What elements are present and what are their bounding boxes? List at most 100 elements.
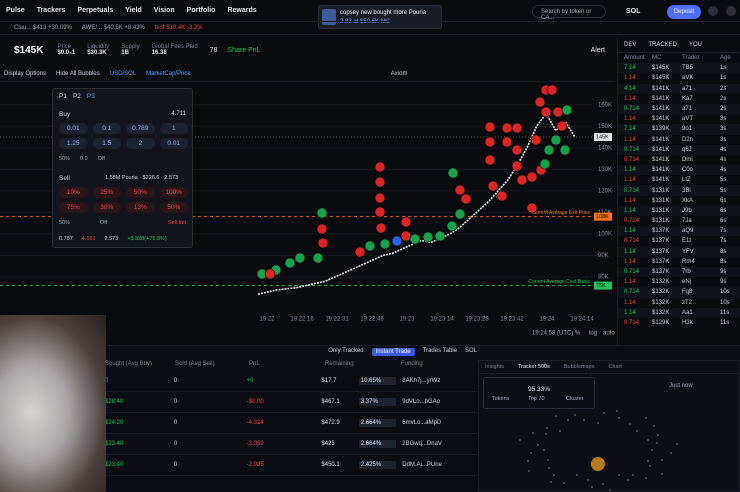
trade-bubble[interactable] (264, 268, 276, 280)
trade-bubble[interactable] (374, 192, 386, 204)
pos-button[interactable]: Trades Table (422, 348, 457, 354)
ticker-item[interactable]: test $10.4K -3.2% (154, 25, 203, 31)
tab[interactable]: YOU (689, 42, 703, 48)
amount-button[interactable]: 13% (126, 202, 155, 213)
amount-button[interactable]: 25% (92, 187, 121, 198)
icon[interactable] (708, 6, 718, 16)
icon[interactable] (726, 6, 736, 16)
insight-tab[interactable]: Tracker 500s (517, 364, 550, 370)
trade-bubble[interactable] (374, 161, 386, 173)
preset[interactable]: P1 (59, 93, 67, 100)
amount-button[interactable]: 50% (126, 187, 155, 198)
trade-bubble[interactable] (422, 231, 434, 243)
amount-button[interactable]: 100% (159, 187, 188, 198)
trade-bubble[interactable] (540, 106, 552, 118)
trade-bubble[interactable] (501, 122, 513, 134)
trade-bubble[interactable] (511, 160, 523, 172)
trade-bubble[interactable] (316, 223, 328, 235)
trade-bubble[interactable] (375, 222, 387, 234)
trade-bubble[interactable] (374, 206, 386, 218)
tab[interactable]: TRACKED (648, 42, 678, 48)
trade-bubble[interactable] (526, 202, 538, 214)
trade-bubble[interactable] (447, 167, 459, 179)
trade-bubble[interactable] (391, 235, 403, 247)
trade-bubble[interactable] (379, 238, 391, 250)
trade-bubble[interactable] (516, 174, 528, 186)
trade-bubble[interactable] (294, 252, 306, 264)
amount-button[interactable]: 0.1 (92, 123, 121, 134)
trade-bubble[interactable] (501, 136, 513, 148)
amount-button[interactable]: 10% (59, 187, 88, 198)
trade-bubble[interactable] (552, 106, 564, 118)
tab[interactable]: DEV (624, 42, 637, 48)
trade-bubble[interactable] (543, 144, 555, 156)
trade-bubble[interactable] (354, 246, 366, 258)
trade-bubble[interactable] (511, 144, 523, 156)
trade-bubble[interactable] (539, 158, 551, 170)
deposit[interactable]: Deposit (667, 5, 701, 19)
amount-button[interactable]: 30% (92, 202, 121, 213)
nav-item[interactable]: Portfolio (186, 6, 216, 14)
amount-button[interactable]: 2 (126, 138, 155, 149)
sell-init[interactable]: Sell Init (167, 220, 186, 226)
share-pnl[interactable]: Share PnL (227, 46, 261, 54)
trade-bubble[interactable] (364, 240, 376, 252)
trade-bubble[interactable] (511, 122, 523, 134)
amount-button[interactable]: 0.789 (126, 123, 155, 134)
amount-button[interactable]: 0.01 (159, 138, 188, 149)
trade-bubble[interactable] (316, 207, 328, 219)
insight-tab[interactable]: Insights (485, 364, 504, 370)
nav-item[interactable]: Rewards (227, 6, 257, 14)
trade-bubble[interactable] (409, 233, 421, 245)
alert[interactable]: Alert (590, 46, 605, 54)
trade-bubble[interactable] (556, 120, 568, 132)
trade-bubble[interactable] (550, 134, 562, 146)
notification[interactable]: copsey new bought more Pouria 2.83 at $5… (318, 5, 442, 29)
nav-item[interactable]: Trackers (36, 6, 66, 14)
toolbar-item[interactable]: Hide All Bubbles (56, 71, 100, 77)
trade-bubble[interactable] (400, 216, 412, 228)
nav-item[interactable]: Pulse (6, 6, 25, 14)
search[interactable]: Search by token or CA... (532, 5, 606, 21)
toolbar-item[interactable]: USD/SOL (109, 71, 137, 77)
trade-bubble[interactable] (546, 84, 558, 96)
preset[interactable]: P2 (72, 93, 81, 100)
trade-bubble[interactable] (446, 220, 458, 232)
ticker-item[interactable]: Clau... $413 +30.09% (14, 25, 72, 31)
trade-bubble[interactable] (530, 134, 542, 146)
nav-item[interactable]: Yield (125, 6, 142, 14)
trade-bubble[interactable] (484, 121, 496, 133)
insight-tab[interactable]: Chart (608, 364, 622, 370)
trade-bubble[interactable] (374, 176, 386, 188)
trade-bubble[interactable] (454, 208, 466, 220)
preset[interactable]: P3 (86, 93, 95, 100)
toolbar-item[interactable]: MarketCap/Price (146, 71, 191, 77)
trade-bubble[interactable] (534, 96, 546, 108)
trade-bubble[interactable] (484, 154, 496, 166)
trade-bubble[interactable] (312, 252, 324, 264)
amount-button[interactable]: 50% (159, 202, 188, 213)
amount-button[interactable]: 1.5 (92, 138, 121, 149)
pos-button[interactable]: Instant Trade (371, 348, 415, 356)
toolbar-item[interactable]: Display Options (4, 71, 47, 77)
trade-bubble[interactable] (434, 230, 446, 242)
trade-bubble[interactable] (561, 104, 573, 116)
trade-bubble[interactable] (484, 136, 496, 148)
amount-button[interactable]: 75% (59, 202, 88, 213)
nav-item[interactable]: Perpetuals (77, 6, 114, 14)
trade-bubble[interactable] (284, 257, 296, 269)
trade-bubble[interactable] (400, 230, 412, 242)
insight-tab[interactable]: Bubblemaps (563, 364, 595, 370)
trade-bubble[interactable] (487, 180, 499, 192)
pos-button[interactable]: SOL (464, 348, 477, 354)
amount-button[interactable]: 1 (159, 123, 188, 134)
trade-bubble[interactable] (460, 193, 472, 205)
ticker-item[interactable]: AWE/... $40.5K +8.43% (81, 25, 145, 31)
amount-button[interactable]: 0.01 (59, 123, 88, 134)
trade-bubble[interactable] (317, 237, 329, 249)
nav-item[interactable]: Vision (153, 6, 175, 14)
trade-bubble[interactable] (526, 171, 538, 183)
pos-button[interactable]: Only Tracked (328, 348, 364, 354)
amount-button[interactable]: 1.25 (59, 138, 88, 149)
toolbar-item[interactable]: Axiom (390, 71, 408, 77)
